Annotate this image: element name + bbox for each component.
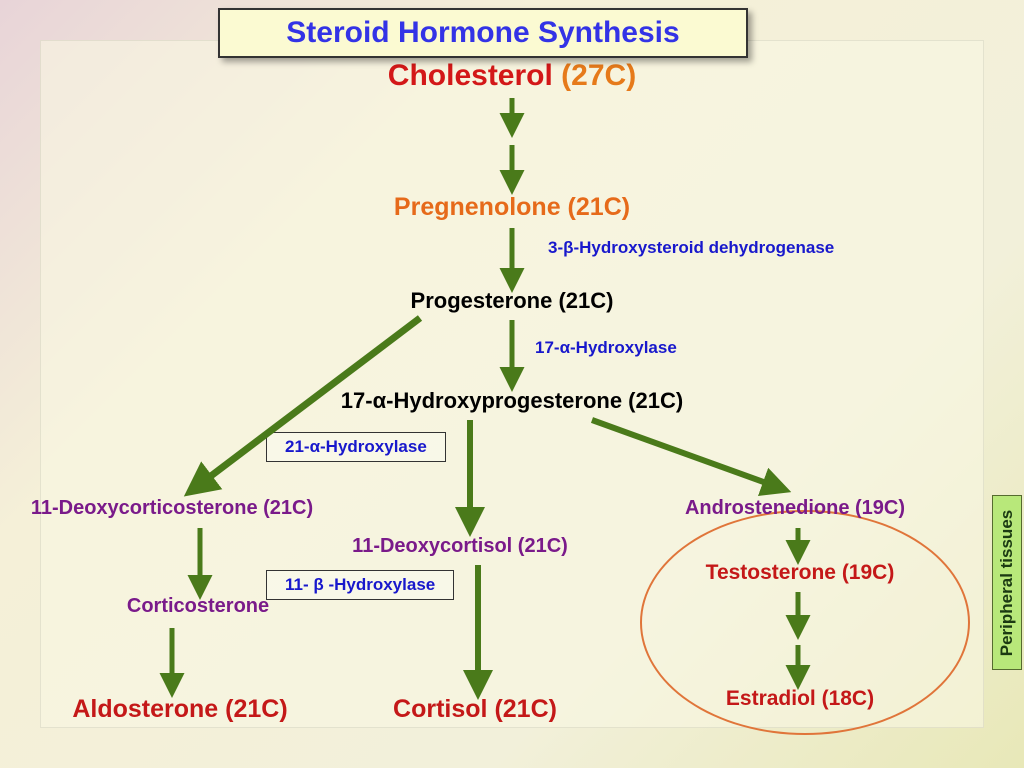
enzyme-21a-hydroxylase: 21-α-Hydroxylase xyxy=(266,432,446,462)
node-deoxycortisol: 11-Deoxycortisol (21C) xyxy=(270,535,650,558)
enzyme-17a-hydroxylase: 17-α-Hydroxylase xyxy=(535,338,677,358)
node-cortisol: Cortisol (21C) xyxy=(285,695,665,724)
peripheral-tissues-label: Peripheral tissues xyxy=(997,509,1017,655)
enzyme-11b-hydroxylase: 11- β -Hydroxylase xyxy=(266,570,454,600)
node-progesterone: Progesterone (21C) xyxy=(322,288,702,314)
node-deoxycorticosterone: 11-Deoxycorticosterone (21C) xyxy=(0,497,362,520)
diagram-title: Steroid Hormone Synthesis xyxy=(218,8,748,58)
enzyme-3b-hsd: 3-β-Hydroxysteroid dehydrogenase xyxy=(548,238,834,258)
node-testosterone: Testosterone (19C) xyxy=(610,561,990,585)
node-hydroxyprogesterone: 17-α-Hydroxyprogesterone (21C) xyxy=(322,388,702,414)
node-estradiol: Estradiol (18C) xyxy=(610,687,990,711)
node-pregnenolone: Pregnenolone (21C) xyxy=(322,193,702,222)
peripheral-tissues-tab: Peripheral tissues xyxy=(992,495,1022,670)
node-cholesterol: Cholesterol (27C) xyxy=(352,59,672,93)
node-androstenedione: Androstenedione (19C) xyxy=(605,497,985,520)
